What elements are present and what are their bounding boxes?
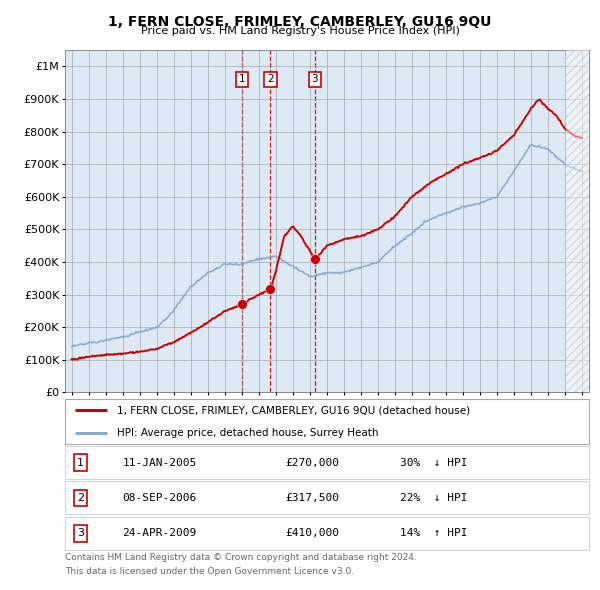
Text: Contains HM Land Registry data © Crown copyright and database right 2024.: Contains HM Land Registry data © Crown c… — [65, 553, 416, 562]
Text: 1: 1 — [77, 458, 84, 467]
Text: 11-JAN-2005: 11-JAN-2005 — [122, 458, 197, 467]
Text: 30%  ↓ HPI: 30% ↓ HPI — [400, 458, 467, 467]
Text: £317,500: £317,500 — [285, 493, 339, 503]
Text: 1, FERN CLOSE, FRIMLEY, CAMBERLEY, GU16 9QU (detached house): 1, FERN CLOSE, FRIMLEY, CAMBERLEY, GU16 … — [117, 405, 470, 415]
Text: £270,000: £270,000 — [285, 458, 339, 467]
Text: 3: 3 — [311, 74, 318, 84]
Text: 22%  ↓ HPI: 22% ↓ HPI — [400, 493, 467, 503]
Text: 1, FERN CLOSE, FRIMLEY, CAMBERLEY, GU16 9QU: 1, FERN CLOSE, FRIMLEY, CAMBERLEY, GU16 … — [109, 15, 491, 29]
Text: HPI: Average price, detached house, Surrey Heath: HPI: Average price, detached house, Surr… — [117, 428, 379, 438]
Text: 08-SEP-2006: 08-SEP-2006 — [122, 493, 197, 503]
Bar — [566, 50, 589, 392]
Text: £410,000: £410,000 — [285, 529, 339, 538]
Text: This data is licensed under the Open Government Licence v3.0.: This data is licensed under the Open Gov… — [65, 567, 354, 576]
Text: 2: 2 — [77, 493, 84, 503]
Text: 24-APR-2009: 24-APR-2009 — [122, 529, 197, 538]
Text: Price paid vs. HM Land Registry's House Price Index (HPI): Price paid vs. HM Land Registry's House … — [140, 26, 460, 36]
Text: 1: 1 — [239, 74, 245, 84]
Text: 3: 3 — [77, 529, 84, 538]
Text: 14%  ↑ HPI: 14% ↑ HPI — [400, 529, 467, 538]
Text: 2: 2 — [267, 74, 274, 84]
